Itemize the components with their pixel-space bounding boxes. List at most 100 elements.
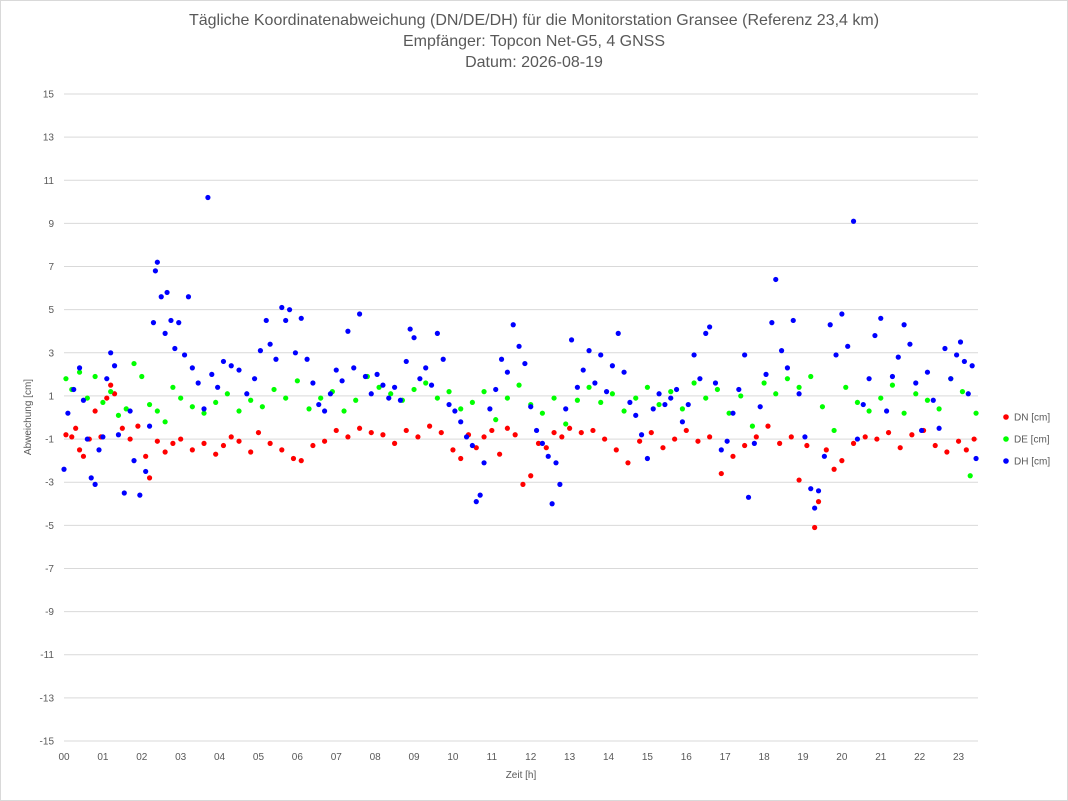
data-point: [154, 259, 160, 265]
data-point: [415, 434, 421, 440]
series-de: [63, 360, 979, 479]
data-point: [872, 332, 878, 339]
data-point: [481, 460, 487, 466]
data-point: [957, 339, 964, 345]
data-point: [615, 330, 621, 336]
data-point: [220, 442, 227, 449]
y-tick-label: -13: [40, 693, 55, 704]
data-point: [321, 408, 328, 414]
data-point: [244, 391, 250, 397]
data-point: [839, 311, 845, 317]
data-point: [143, 453, 149, 459]
data-point: [306, 406, 312, 412]
data-point: [267, 341, 273, 347]
data-point: [380, 382, 386, 388]
data-point: [897, 445, 903, 451]
data-point: [742, 442, 748, 449]
data-point: [104, 395, 110, 401]
x-tick-label: 00: [58, 752, 70, 763]
data-point: [967, 473, 973, 479]
data-point: [497, 451, 503, 457]
data-point: [625, 460, 631, 466]
data-point: [127, 408, 133, 414]
data-point: [637, 438, 643, 444]
data-point: [901, 322, 907, 328]
data-point: [691, 352, 697, 358]
data-point: [948, 376, 954, 382]
data-point: [742, 352, 748, 358]
data-point: [673, 386, 680, 393]
data-point: [143, 468, 149, 475]
data-point: [730, 410, 736, 416]
data-point: [92, 408, 98, 414]
data-point: [913, 391, 919, 397]
data-point: [924, 397, 931, 403]
data-point: [528, 473, 534, 479]
data-point: [259, 404, 265, 410]
data-point: [568, 337, 575, 343]
data-point: [598, 399, 604, 406]
data-point: [248, 397, 254, 403]
data-point: [440, 356, 446, 362]
data-point: [469, 442, 475, 449]
x-tick-label: 20: [836, 752, 848, 763]
y-tick-label: 13: [43, 133, 55, 144]
data-point: [423, 365, 429, 371]
data-point: [201, 440, 207, 446]
data-point: [850, 218, 857, 224]
data-point: [512, 432, 518, 438]
data-point: [831, 466, 837, 472]
data-point: [973, 455, 979, 462]
data-point: [195, 380, 201, 386]
data-point: [850, 440, 857, 446]
data-point: [656, 401, 662, 408]
data-point: [730, 453, 736, 459]
data-point: [201, 406, 207, 412]
data-point: [76, 369, 83, 375]
data-point: [417, 376, 423, 382]
data-point: [434, 330, 440, 336]
data-point: [388, 391, 394, 397]
data-point: [213, 451, 219, 457]
data-point: [627, 399, 633, 406]
data-point: [356, 425, 363, 431]
data-point: [248, 449, 254, 455]
data-point: [146, 401, 153, 408]
data-point: [477, 492, 483, 498]
chart-subtitle: Empfänger: Topcon Net-G5, 4 GNSS: [402, 33, 666, 50]
data-point: [567, 425, 573, 431]
data-point: [168, 317, 174, 324]
y-tick-label: 5: [48, 305, 54, 316]
data-point: [139, 373, 145, 380]
data-point: [895, 354, 901, 360]
data-point: [553, 460, 559, 466]
data-point: [220, 358, 227, 365]
series-dn: [63, 382, 977, 531]
legend-label: DH [cm]: [1014, 457, 1050, 468]
data-point: [602, 436, 608, 442]
data-point: [563, 421, 569, 427]
y-tick-label: -11: [40, 650, 54, 661]
data-point: [345, 434, 351, 440]
data-point: [185, 294, 192, 300]
grid-lines: [64, 93, 978, 742]
data-point: [924, 369, 931, 375]
data-point: [137, 492, 143, 498]
data-point: [318, 395, 324, 401]
data-point: [796, 384, 802, 390]
data-point: [769, 320, 775, 326]
data-point: [263, 317, 269, 324]
data-point: [539, 410, 545, 416]
data-point: [683, 427, 689, 434]
data-point: [712, 380, 719, 386]
data-point: [341, 408, 347, 414]
y-tick-label: 15: [43, 90, 55, 101]
data-point: [131, 458, 137, 464]
data-point: [528, 404, 534, 410]
data-point: [753, 434, 759, 440]
data-point: [638, 432, 645, 438]
data-point: [298, 315, 304, 321]
data-point: [930, 397, 936, 403]
data-point: [516, 343, 522, 349]
data-point: [784, 365, 791, 371]
